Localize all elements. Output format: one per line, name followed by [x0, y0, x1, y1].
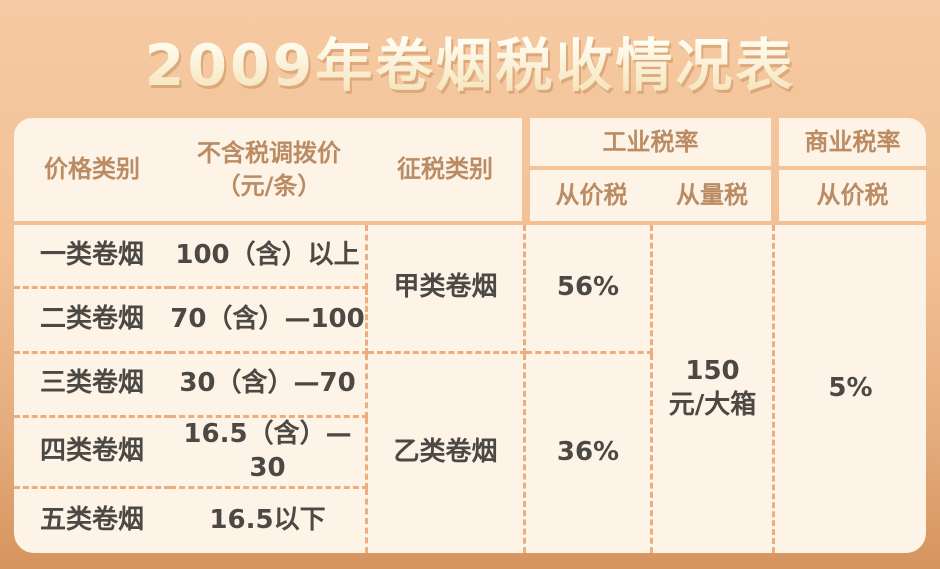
- row4-price: 16.5（含）—30: [170, 418, 368, 489]
- header-allocation-price-line1: 不含税调拨价: [197, 139, 341, 168]
- header-panel-industrial: 工业税率 从价税 从量税: [530, 118, 771, 221]
- row1-price: 100（含）以上: [170, 225, 368, 290]
- merged-commercial-rate: 5%: [828, 373, 873, 404]
- header-industrial-subrow: 从价税 从量税: [530, 170, 771, 221]
- row2-price: 70（含）—100: [170, 289, 368, 354]
- row5-price: 16.5以下: [170, 488, 368, 553]
- merged-tax-class-a: 甲类卷烟: [368, 225, 526, 354]
- header-allocation-price-line2: （元/条）: [216, 171, 322, 200]
- merged-tax-class-b: 乙类卷烟: [368, 353, 526, 553]
- header-industrial-specific: 从量税: [653, 170, 771, 221]
- merged-ad-valorem-b: 36%: [526, 353, 653, 553]
- header-industrial-rate-group: 工业税率: [530, 118, 771, 166]
- header-allocation-price: 不含税调拨价 （元/条）: [170, 118, 368, 221]
- row3-price: 30（含）—70: [170, 353, 368, 419]
- header-panel-commercial: 商业税率 从价税: [779, 118, 926, 221]
- specific-tax-line2: 元/大箱: [668, 390, 757, 420]
- page-title: 2009年卷烟税收情况表: [0, 20, 940, 102]
- tax-table: 价格类别 不含税调拨价 （元/条） 征税类别 工业税率 从价税 从量税 商业税率…: [14, 118, 926, 553]
- row5-category: 五类卷烟: [39, 504, 144, 535]
- table-header: 价格类别 不含税调拨价 （元/条） 征税类别 工业税率 从价税 从量税 商业税率…: [14, 118, 926, 221]
- row4-category: 四类卷烟: [14, 418, 170, 489]
- header-tax-category: 征税类别: [397, 155, 493, 184]
- merged-ad-valorem-a: 56%: [526, 225, 653, 354]
- row1-category: 一类卷烟: [14, 225, 170, 290]
- header-panel-left: 价格类别 不含税调拨价 （元/条） 征税类别: [14, 118, 522, 221]
- header-commercial-rate-group: 商业税率: [779, 118, 926, 166]
- header-industrial-ad-valorem: 从价税: [530, 170, 653, 221]
- merged-specific-tax: 150 元/大箱: [653, 225, 775, 553]
- specific-tax-line1: 150: [685, 356, 740, 387]
- header-commercial-ad-valorem: 从价税: [779, 170, 926, 221]
- row2-category: 二类卷烟: [14, 289, 170, 354]
- header-price-category: 价格类别: [44, 155, 140, 184]
- row3-category: 三类卷烟: [14, 354, 170, 419]
- table-body: 一类卷烟 100（含）以上 甲类卷烟 56% 150 元/大箱 5% 二类卷烟 …: [14, 225, 926, 553]
